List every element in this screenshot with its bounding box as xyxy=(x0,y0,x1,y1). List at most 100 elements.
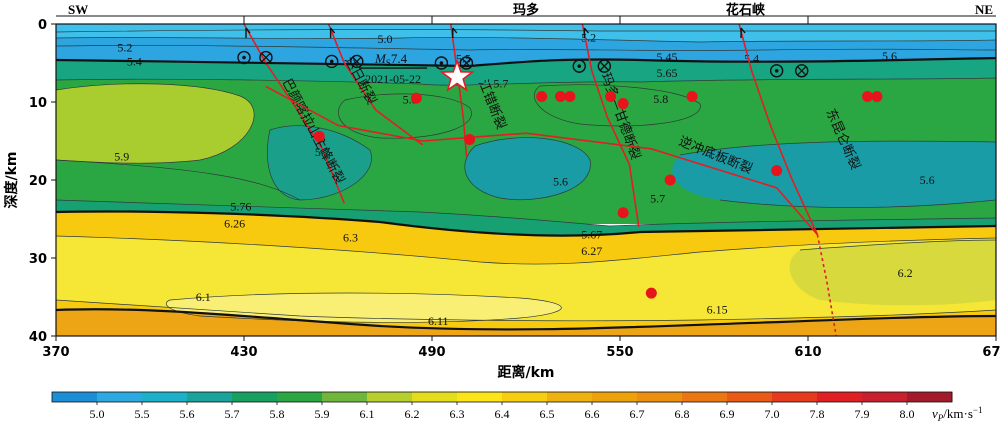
colorbar-swatch xyxy=(187,392,233,402)
event-dot xyxy=(410,92,422,104)
motion-in-symbol xyxy=(795,64,809,78)
mainshock-date: 2021-05-22 xyxy=(365,72,421,86)
velocity-label: 6.15 xyxy=(707,302,728,316)
motion-in-symbol xyxy=(459,56,474,70)
velocity-label: 5.65 xyxy=(657,66,678,80)
label-sw: SW xyxy=(68,2,88,17)
colorbar: 5.0 5.5 5.6 5.7 5.8 5.9 6.1 6.2 6.3 6.4 6.5 6.6 6.7 6… xyxy=(51,391,953,421)
fault-slip-arrow xyxy=(452,27,458,38)
top-ticks xyxy=(243,16,809,24)
colorbar-label: 6.5 xyxy=(540,407,555,421)
colorbar-label: 6.7 xyxy=(630,407,645,421)
x-tick-label: 550 xyxy=(606,345,633,360)
colorbar-swatch xyxy=(682,392,728,402)
colorbar-swatch xyxy=(412,392,458,402)
mainshock-star xyxy=(439,58,475,92)
colorbar-label: 6.3 xyxy=(450,407,465,421)
velocity-label: 5.7 xyxy=(493,76,508,90)
place-labels: 玛多 花石峡 xyxy=(513,2,766,18)
label-ne: NE xyxy=(975,2,993,17)
y-axis: 0 10 20 30 40 xyxy=(29,18,56,345)
y-tick-label: 10 xyxy=(29,96,47,111)
fault-slip-arrow xyxy=(245,27,251,38)
event-dot xyxy=(664,174,676,186)
velocity-label: 5.0 xyxy=(378,32,393,46)
hidden-fault-line xyxy=(816,234,837,337)
colorbar-swatch xyxy=(727,392,773,402)
fault-slip-arrow xyxy=(329,27,336,38)
colorbar-swatch xyxy=(592,392,638,402)
contour-line xyxy=(56,83,255,164)
velocity-label: 5.2 xyxy=(117,40,132,54)
contour-line xyxy=(56,235,996,265)
colorbar-swatch xyxy=(637,392,683,402)
earthquake-events xyxy=(313,91,883,299)
colorbar-label: 5.7 xyxy=(225,407,240,421)
place-label: 花石峡 xyxy=(726,2,766,18)
event-dot xyxy=(871,91,883,103)
contour-line xyxy=(464,137,591,201)
event-dot xyxy=(536,91,548,103)
contour-line xyxy=(799,239,996,251)
velocity-label: 5.45 xyxy=(657,50,678,64)
colorbar-label: 8.0 xyxy=(900,407,915,421)
band-pale-lens xyxy=(166,293,562,323)
band-teal-left xyxy=(267,125,372,200)
event-dot xyxy=(605,91,617,103)
motion-dot xyxy=(577,64,582,68)
band-yellowgreen-left xyxy=(56,83,255,164)
x-axis: 370 430 490 550 610 670 xyxy=(42,336,1000,360)
event-dot xyxy=(771,165,783,177)
velocity-label: 5.6 xyxy=(920,173,935,187)
motion-in-symbol xyxy=(350,54,364,69)
colorbar-swatch xyxy=(817,392,863,402)
motion-cross xyxy=(797,66,807,76)
event-dot xyxy=(464,133,476,145)
colorbar-label: 6.2 xyxy=(405,407,420,421)
colorbar-label: 5.8 xyxy=(270,407,285,421)
mainshock-group: MS7.4 2021-05-22 xyxy=(359,51,475,92)
colorbar-label: 7.8 xyxy=(810,407,825,421)
velocity-label: 5.6 xyxy=(882,49,897,63)
colorbar-swatch xyxy=(232,392,278,402)
fault-slip-arrow xyxy=(740,27,746,38)
colorbar-label: 5.6 xyxy=(180,407,195,421)
colorbar-swatch xyxy=(907,392,953,402)
contour-line xyxy=(267,125,372,201)
fault-line xyxy=(243,23,346,204)
contour-line xyxy=(719,199,996,208)
motion-out-symbol xyxy=(325,54,339,69)
colorbar-swatch xyxy=(367,392,413,402)
interface-mid-crust xyxy=(56,210,996,237)
velocity-label: 5.7 xyxy=(650,192,665,206)
x-axis-title: 距离/km xyxy=(497,364,554,381)
interface-upper-crust xyxy=(56,56,996,68)
colorbar-label: 6.1 xyxy=(360,407,375,421)
colorbar-swatch xyxy=(52,392,98,402)
velocity-label: 5.76 xyxy=(230,200,251,214)
motion-in-symbol xyxy=(597,59,612,73)
contour-line xyxy=(56,159,301,201)
motion-in-symbol xyxy=(259,50,273,65)
fault-line xyxy=(581,23,640,227)
colorbar-label: 6.4 xyxy=(495,407,510,421)
velocity-label: 5.67 xyxy=(581,228,602,242)
band-teal-upper xyxy=(56,58,996,86)
velocity-label: 5.4 xyxy=(127,54,142,68)
velocity-contours xyxy=(56,29,996,323)
contour-line xyxy=(56,77,996,86)
velocity-label: 6.3 xyxy=(343,231,358,245)
motion-out-symbol xyxy=(572,59,586,73)
motion-cross xyxy=(462,58,471,68)
colorbar-swatch xyxy=(772,392,818,402)
velocity-interfaces xyxy=(56,56,996,331)
velocity-label: 6.2 xyxy=(898,266,913,280)
colorbar-label: 6.8 xyxy=(675,407,690,421)
event-dot xyxy=(645,287,657,299)
contour-line xyxy=(56,37,996,43)
velocity-label: 5.8 xyxy=(653,92,668,106)
colorbar-label: 6.6 xyxy=(585,407,600,421)
fault-line xyxy=(265,85,819,236)
motion-dot xyxy=(774,69,779,73)
